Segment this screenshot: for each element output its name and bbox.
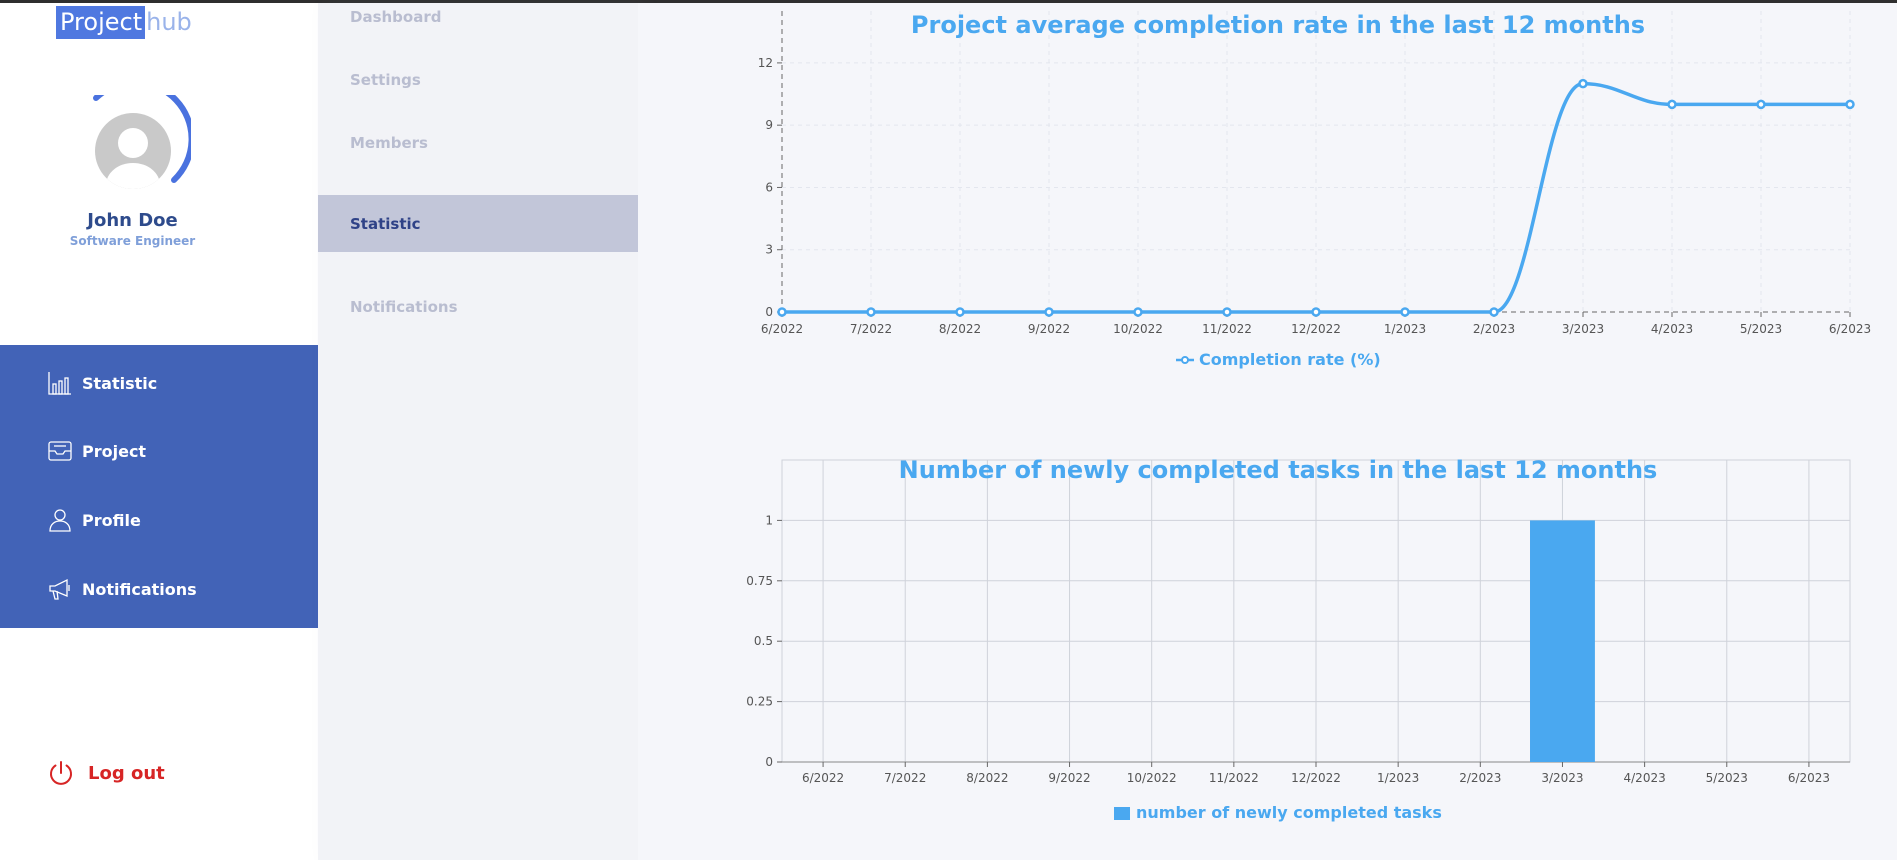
logout-label: Log out	[88, 762, 165, 784]
tab-label: Settings	[350, 71, 421, 89]
x-tick-label: 10/2022	[1127, 771, 1177, 785]
data-point	[866, 307, 876, 317]
legend-swatch	[1114, 807, 1130, 820]
tab-statistic[interactable]: Statistic	[318, 195, 638, 252]
sidebar-item-label: Statistic	[82, 373, 158, 393]
x-tick-label: 12/2022	[1291, 322, 1341, 336]
tab-notifications[interactable]: Notifications	[318, 290, 638, 324]
x-tick-label: 9/2022	[1048, 771, 1090, 785]
x-tick-label: 2/2023	[1459, 771, 1501, 785]
avatar-image	[93, 95, 191, 189]
data-point	[1222, 307, 1232, 317]
chart-title: Project average completion rate in the l…	[911, 11, 1645, 39]
y-tick-label: 12	[758, 56, 773, 70]
x-tick-label: 5/2023	[1706, 771, 1748, 785]
y-tick-label: 6	[765, 180, 773, 194]
data-point	[1044, 307, 1054, 317]
x-tick-label: 6/2022	[761, 322, 803, 336]
x-tick-label: 8/2022	[966, 771, 1008, 785]
y-tick-label: 0.75	[746, 574, 773, 588]
inbox-icon	[47, 438, 73, 464]
x-tick-label: 9/2022	[1028, 322, 1070, 336]
tab-label: Statistic	[350, 214, 421, 233]
legend-label: number of newly completed tasks	[1136, 803, 1442, 822]
legend-marker	[1181, 356, 1189, 364]
bar	[1530, 520, 1595, 762]
top-border	[0, 0, 1897, 3]
y-tick-label: 1	[765, 513, 773, 527]
y-tick-label: 0	[765, 305, 773, 319]
data-point	[1667, 99, 1677, 110]
x-tick-label: 6/2023	[1829, 322, 1871, 336]
x-tick-label: 5/2023	[1740, 322, 1782, 336]
sidebar-item-statistic[interactable]: Statistic	[0, 353, 318, 413]
data-point	[1845, 99, 1855, 110]
y-tick-label: 0.25	[746, 695, 773, 709]
data-point	[1400, 307, 1410, 317]
main-menu: Statistic Project Profile Notifications	[0, 345, 318, 628]
data-point	[777, 307, 787, 317]
sidebar: Project hub John Doe Software Engineer St…	[0, 3, 318, 860]
sidebar-item-label: Notifications	[82, 579, 197, 599]
bar-chart-icon	[47, 370, 73, 396]
x-tick-label: 4/2023	[1624, 771, 1666, 785]
chart-title: Number of newly completed tasks in the l…	[899, 456, 1658, 484]
x-tick-label: 6/2022	[802, 771, 844, 785]
tab-label: Notifications	[350, 298, 458, 316]
completion-rate-chart: 0 3 6 9 12 6/2022 7/2022 8/2022 9/2022 10/2022 11/…	[758, 11, 1871, 369]
tab-settings[interactable]: Settings	[318, 63, 638, 97]
sidebar-item-project[interactable]: Project	[0, 421, 318, 481]
x-tick-label: 3/2023	[1541, 771, 1583, 785]
x-tick-label: 12/2022	[1291, 771, 1341, 785]
megaphone-icon	[47, 576, 73, 602]
y-tick-label: 3	[765, 243, 773, 257]
data-point	[955, 307, 965, 317]
x-tick-label: 1/2023	[1384, 322, 1426, 336]
power-icon	[50, 761, 72, 785]
completed-tasks-chart: 0 0.25 0.5 0.75 1 6/2022 7/2022 8/2022 9/2022 10/…	[746, 456, 1851, 822]
avatar[interactable]	[87, 95, 191, 199]
x-tick-label: 2/2023	[1473, 322, 1515, 336]
user-icon	[47, 507, 73, 533]
tab-label: Dashboard	[350, 8, 442, 26]
data-point	[1578, 78, 1588, 89]
x-tick-label: 4/2023	[1651, 322, 1693, 336]
legend-label: Completion rate (%)	[1199, 350, 1381, 369]
data-point	[1133, 307, 1143, 317]
user-name: John Doe	[87, 210, 178, 231]
tab-members[interactable]: Members	[318, 126, 638, 160]
x-tick-label: 11/2022	[1209, 771, 1259, 785]
x-tick-label: 1/2023	[1377, 771, 1419, 785]
main-content: 0 3 6 9 12 6/2022 7/2022 8/2022 9/2022 10/2022 11/…	[638, 3, 1897, 860]
user-role: Software Engineer	[69, 234, 196, 248]
logo-secondary: hub	[146, 8, 192, 36]
x-tick-label: 10/2022	[1113, 322, 1163, 336]
sidebar-item-notifications[interactable]: Notifications	[0, 559, 318, 619]
sidebar-item-label: Profile	[82, 510, 141, 530]
data-point	[1311, 307, 1321, 317]
app-logo[interactable]: Project hub	[56, 6, 192, 39]
sidebar-item-label: Project	[82, 441, 147, 461]
x-tick-label: 8/2022	[939, 322, 981, 336]
logout-button[interactable]: Log out	[47, 759, 165, 787]
x-tick-label: 7/2022	[850, 322, 892, 336]
x-tick-label: 7/2022	[884, 771, 926, 785]
x-tick-label: 6/2023	[1788, 771, 1830, 785]
tab-dashboard[interactable]: Dashboard	[318, 3, 638, 31]
sub-navigation: Dashboard Settings Members Statistic Not…	[318, 3, 638, 860]
sidebar-item-profile[interactable]: Profile	[0, 490, 318, 550]
x-tick-label: 3/2023	[1562, 322, 1604, 336]
logo-primary: Project	[56, 6, 146, 39]
data-point	[1756, 99, 1766, 110]
y-tick-label: 0	[765, 755, 773, 769]
x-tick-label: 11/2022	[1202, 322, 1252, 336]
y-tick-label: 0.5	[754, 634, 773, 648]
data-point	[1489, 307, 1499, 317]
y-tick-label: 9	[765, 118, 773, 132]
tab-label: Members	[350, 134, 428, 152]
